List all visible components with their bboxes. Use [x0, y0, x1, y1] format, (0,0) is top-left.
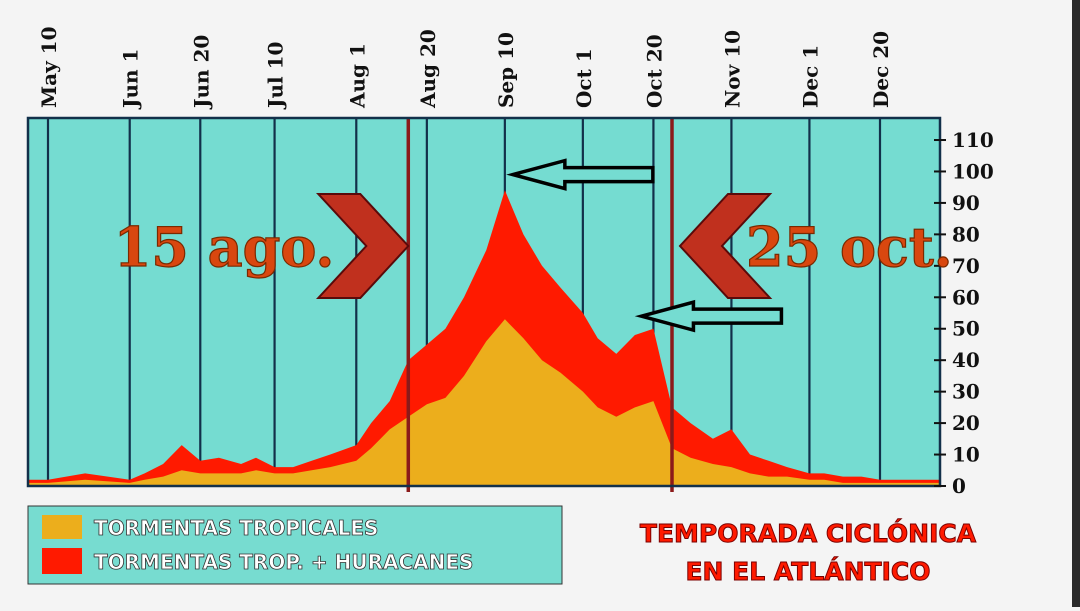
y-tick-label: 90: [952, 191, 980, 215]
x-tick-label: Dec 1: [798, 45, 822, 108]
arrow-shape: [634, 299, 784, 333]
hurricanes-area: [28, 190, 940, 487]
date-markers: [406, 118, 674, 492]
right-edge-strip: [1072, 0, 1080, 607]
y-tick-label: 0: [952, 474, 966, 498]
arrow-shape: [506, 158, 655, 191]
x-tick-label: Oct 1: [572, 48, 596, 108]
x-tick-label: Aug 1: [345, 43, 369, 109]
annotation-start: 15 ago.: [114, 215, 335, 279]
legend-box: [27, 505, 563, 585]
legend-swatch-tropical: [42, 515, 82, 539]
legend-swatch-hurricanes: [42, 548, 82, 574]
x-tick-label: Jul 10: [264, 42, 288, 110]
y-tick-label: 50: [952, 317, 980, 341]
y-tick-label: 70: [952, 254, 980, 278]
x-tick-label: Sep 10: [494, 32, 518, 108]
x-tick-label: Dec 20: [869, 31, 893, 108]
y-tick-label: 20: [952, 411, 980, 435]
y-tick-label: 10: [952, 443, 980, 467]
x-tick-label: Aug 20: [416, 29, 440, 109]
x-tick-label: Oct 20: [642, 34, 666, 108]
plot-border: [26, 116, 942, 488]
y-tick-label: 30: [952, 380, 980, 404]
y-axis: 0 10 20 30 40 50 60 70 80 90 100 110: [934, 128, 994, 498]
x-tick-label: Jun 20: [189, 35, 213, 110]
y-tick-label: 100: [952, 159, 994, 183]
right-chevron-icon: [316, 193, 410, 299]
chart-title: TEMPORADA CICLÓNICA EN EL ATLÁNTICO: [639, 518, 977, 587]
annotation-end: 25 oct.: [746, 215, 953, 279]
left-chevron-icon: [678, 193, 773, 299]
title-line-2: EN EL ATLÁNTICO: [685, 557, 930, 586]
title-line-1: TEMPORADA CICLÓNICA: [640, 518, 977, 548]
peak-arrows: [506, 158, 784, 333]
legend-label-tropical: TORMENTAS TROPICALES: [94, 516, 378, 540]
legend-label-hurricanes: TORMENTAS TROP. + HURACANES: [94, 550, 473, 574]
x-tick-label: May 10: [37, 26, 61, 108]
y-tick-label: 40: [952, 348, 980, 372]
y-tick-label: 80: [952, 222, 980, 246]
tropical-storms-area: [28, 319, 940, 486]
x-tick-labels: May 10 Jun 1 Jun 20 Jul 10 Aug 1 Aug 20 Sep 10…: [37, 26, 893, 110]
annotations: 15 ago. 25 oct.: [113, 193, 953, 299]
x-tick-label: Nov 10: [720, 30, 744, 108]
x-tick-label: Jun 1: [119, 49, 143, 110]
legend: TORMENTAS TROPICALES TORMENTAS TROP. + H…: [27, 505, 563, 585]
y-tick-label: 60: [952, 285, 980, 309]
y-tick-label: 110: [952, 128, 994, 152]
